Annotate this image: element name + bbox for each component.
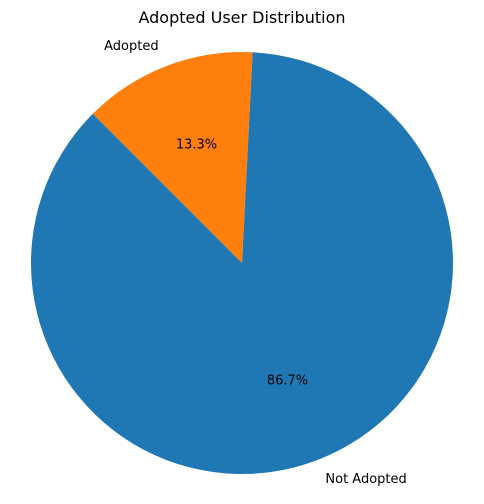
- slice-pct-adopted: 13.3%: [176, 137, 217, 152]
- pie-slice-not-adopted: [30, 52, 453, 474]
- labels-layer: Not Adopted 86.7% Adopted 13.3%: [104, 39, 407, 487]
- slice-label-adopted: Adopted: [104, 39, 158, 54]
- pie-slice-adopted: [92, 51, 253, 263]
- chart-title: Adopted User Distribution: [138, 8, 345, 27]
- slice-label-not-adopted: Not Adopted: [325, 472, 406, 487]
- slices-layer: [30, 51, 453, 474]
- slice-pct-not-adopted: 86.7%: [267, 374, 308, 389]
